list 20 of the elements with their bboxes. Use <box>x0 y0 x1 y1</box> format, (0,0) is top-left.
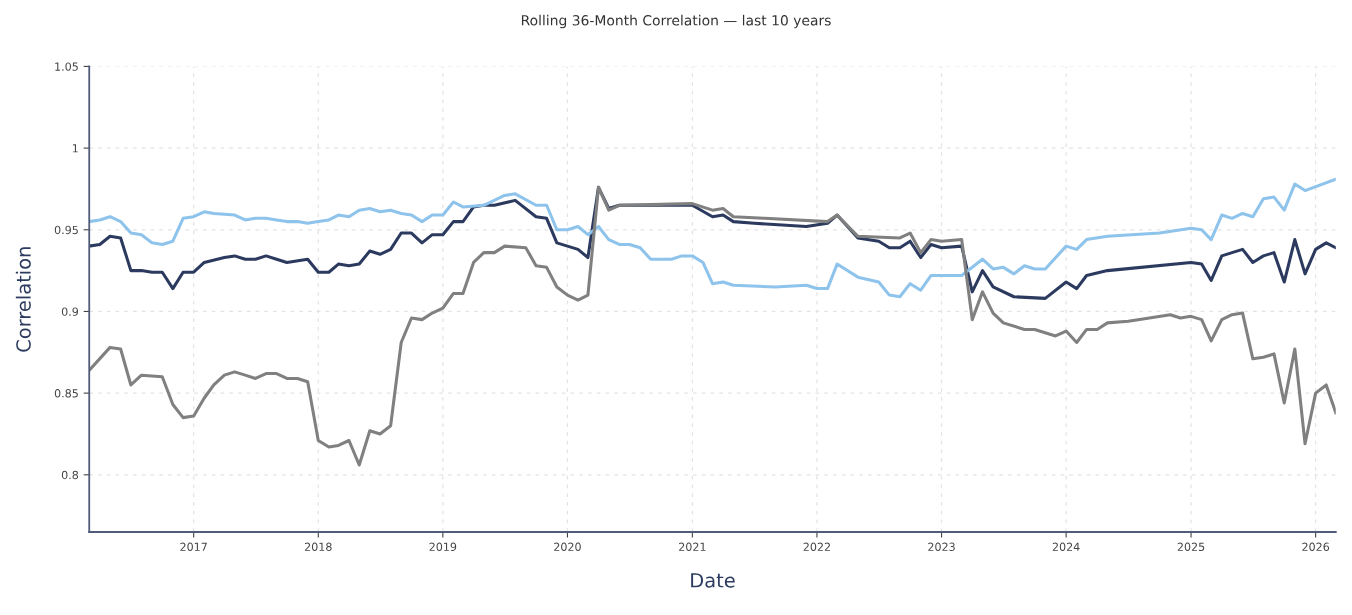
x-tick-label: 2023 <box>928 542 955 551</box>
chart-title: Rolling 36-Month Correlation — last 10 years <box>521 14 831 29</box>
x-tick-label: 2017 <box>180 542 207 551</box>
x-tick-label: 2022 <box>803 542 830 551</box>
x-tick-label: 2026 <box>1302 542 1330 551</box>
line-series <box>89 185 1336 467</box>
y-tick-label: 1 <box>72 144 78 153</box>
x-tick-label: 2020 <box>554 542 581 551</box>
x-tick-label: 2019 <box>429 542 457 551</box>
x-tick-label: 2025 <box>1177 542 1205 551</box>
x-tick-label: 2024 <box>1052 542 1080 551</box>
y-tick-label: 1.05 <box>55 62 78 71</box>
x-tick-label: 2021 <box>679 542 706 551</box>
y-tick-label: 0.95 <box>54 225 78 235</box>
y-tick-label: 0.8 <box>61 470 79 480</box>
y-tick-label: 0.85 <box>54 389 78 398</box>
x-axis-title: Date <box>691 573 735 588</box>
x-tick-label: 2018 <box>304 542 332 551</box>
y-tick-label: 0.9 <box>61 307 79 316</box>
y-axis-title: Correlation <box>15 247 31 352</box>
